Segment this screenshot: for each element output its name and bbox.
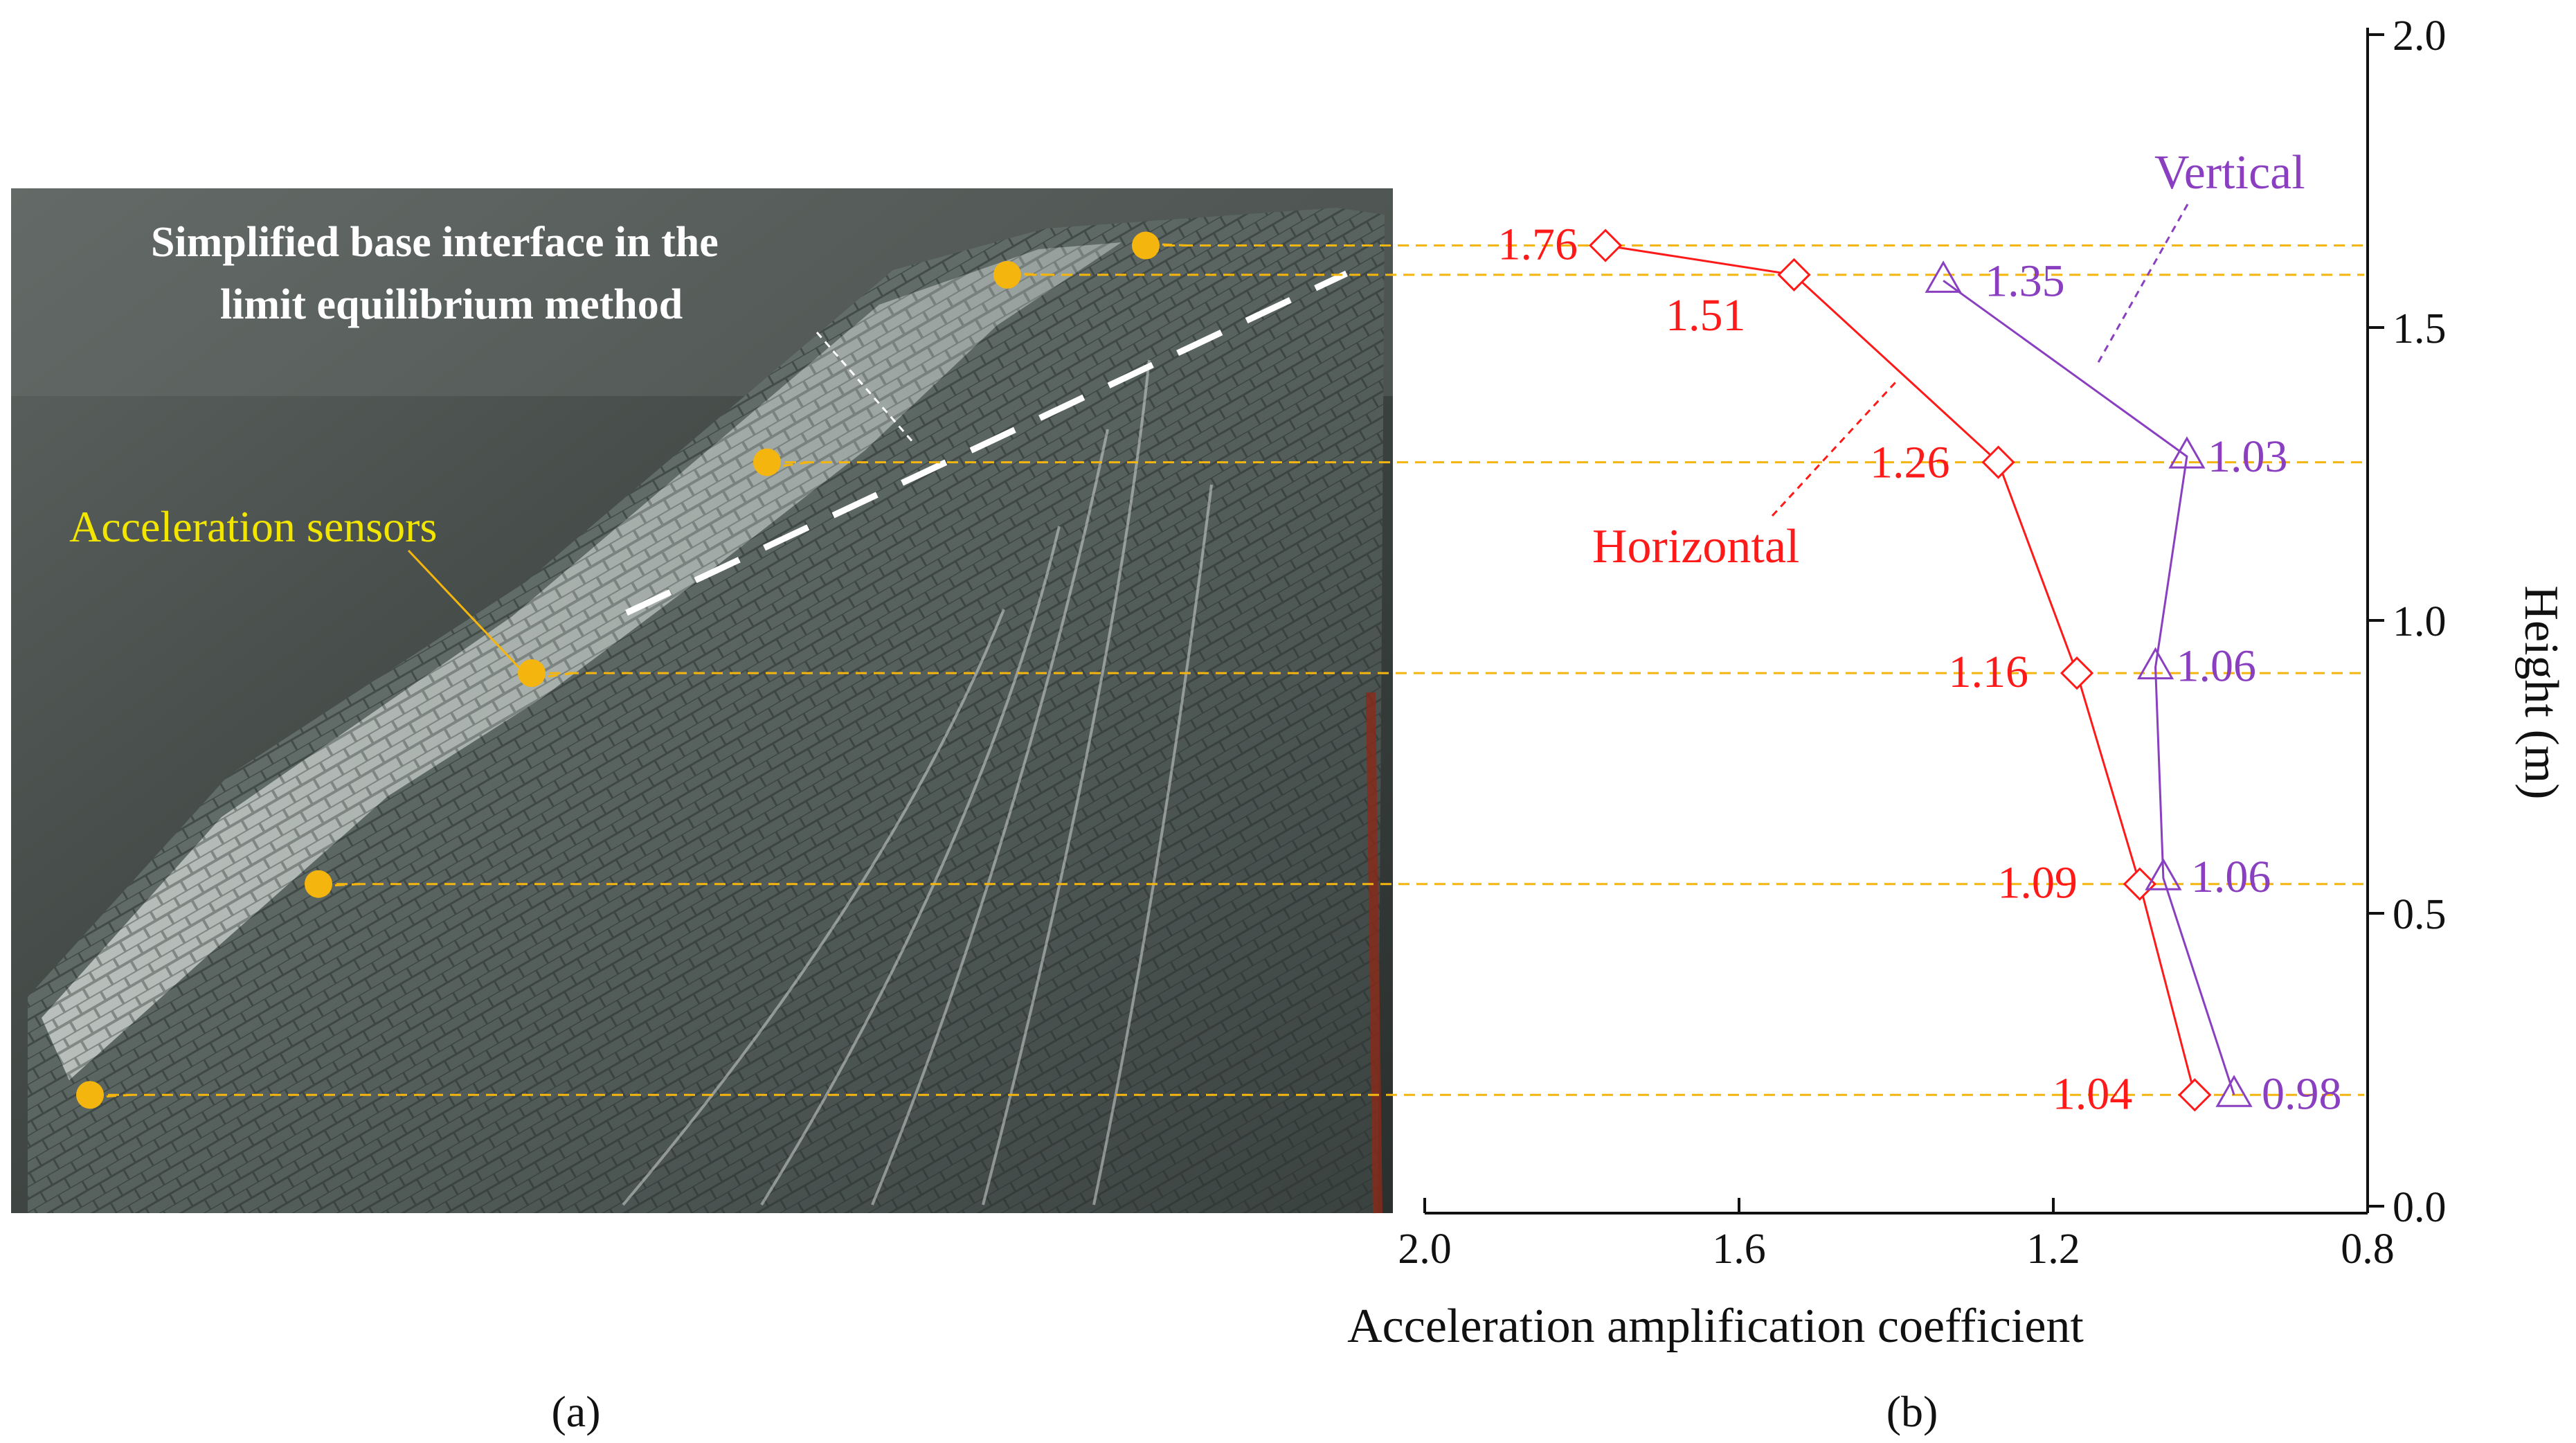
data-label-horizontal: 1.16: [1949, 647, 2029, 697]
interface-label-line1: Simplified base interface in the: [151, 219, 719, 266]
diamond-marker: [2060, 656, 2094, 690]
diamond-marker: [1588, 228, 1623, 262]
y-tick-label: 1.0: [2393, 598, 2447, 645]
series-line-horizontal: [1605, 244, 2196, 1095]
x-axis-label: Acceleration amplification coefficient: [1347, 1300, 2084, 1353]
data-label-horizontal: 1.09: [1997, 858, 2078, 908]
caption-b: (b): [1886, 1387, 1938, 1436]
triangle-marker: [2215, 1075, 2253, 1107]
data-label-horizontal: 1.51: [1666, 290, 1746, 341]
series-lines: [1605, 244, 2235, 1095]
sensor-dot: [76, 1081, 104, 1109]
data-label-vertical: 1.06: [2177, 641, 2257, 692]
data-label-vertical: 1.03: [2208, 431, 2288, 482]
base-interface-line: [625, 270, 1348, 616]
x-tick-label: 1.6: [1712, 1226, 1766, 1273]
diamond-marker: [1777, 258, 1811, 292]
series-labels: Horizontal Vertical: [1592, 146, 2305, 573]
y-tick-label: 0.0: [2393, 1184, 2447, 1231]
point-labels: 1.04 1.09 1.16 1.26 1.51 1.76 0.98 1.06 1.06 1.03…: [1498, 219, 2342, 1120]
x-tick-label: 1.2: [2026, 1226, 2080, 1273]
series-markers: [1588, 228, 2253, 1112]
diamond-marker: [2178, 1078, 2212, 1112]
data-label-horizontal: 1.04: [2053, 1068, 2133, 1119]
triangle-marker: [2136, 647, 2174, 680]
series-label-leader-vertical: [2096, 204, 2189, 364]
chart-axes: 2.0 1.6 1.2 0.80.0 0.5 1.0 1.5 2.0: [1398, 12, 2446, 1273]
caption-a: (a): [551, 1387, 600, 1436]
interface-label-line2: limit equilibrium method: [220, 281, 683, 328]
amplification-chart: 2.0 1.6 1.2 0.80.0 0.5 1.0 1.5 2.0 1.04 1.09 1.16…: [1398, 12, 2446, 1273]
sensor-dot: [993, 260, 1021, 289]
data-label-horizontal: 1.26: [1870, 438, 1950, 488]
x-tick-label: 0.8: [2341, 1226, 2395, 1273]
y-axis-label: Height (m): [2514, 585, 2568, 799]
data-label-vertical: 1.06: [2191, 852, 2271, 902]
sensor-dot: [753, 448, 781, 476]
acceleration-sensors: [76, 231, 1160, 1109]
sensors-label-leader: [407, 549, 528, 676]
triangle-marker: [2145, 858, 2182, 890]
data-label-vertical: 0.98: [2262, 1068, 2342, 1119]
series-label-vertical: Vertical: [2154, 146, 2305, 199]
diamond-marker: [1981, 445, 2015, 479]
data-label-horizontal: 1.76: [1498, 219, 1578, 270]
y-tick-label: 2.0: [2393, 12, 2447, 60]
x-tick-label: 2.0: [1398, 1226, 1452, 1273]
triangle-marker: [1925, 260, 1962, 293]
sensor-dot: [1132, 231, 1160, 260]
series-line-vertical: [1943, 280, 2235, 1095]
y-tick-label: 0.5: [2393, 891, 2447, 938]
sensor-dot: [305, 870, 332, 898]
data-label-vertical: 1.35: [1985, 256, 2065, 306]
sensors-label: Acceleration sensors: [69, 502, 437, 551]
y-tick-label: 1.5: [2393, 305, 2447, 352]
series-label-leader-horizontal: [1771, 379, 1898, 517]
slope-photo: [11, 188, 1393, 1214]
series-label-horizontal: Horizontal: [1592, 520, 1799, 573]
sensor-dot: [518, 659, 546, 688]
diamond-marker: [2123, 867, 2156, 901]
triangle-marker: [2168, 436, 2206, 469]
